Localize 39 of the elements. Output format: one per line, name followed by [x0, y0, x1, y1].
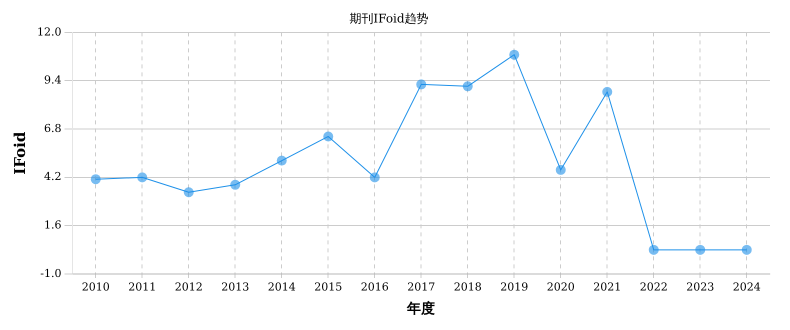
- x-tick-label: 2014: [268, 280, 296, 294]
- point: [648, 244, 659, 255]
- x-tick-label: 2020: [546, 280, 575, 294]
- x-tick-label: 2012: [174, 280, 203, 294]
- point: [556, 164, 566, 175]
- x-tick-label: 2013: [221, 280, 250, 294]
- x-tick-label: 2017: [407, 280, 436, 294]
- x-axis-title: 年度: [406, 300, 436, 318]
- x-tick-label: 2011: [128, 280, 156, 294]
- point: [230, 180, 240, 190]
- point: [276, 156, 287, 166]
- point: [90, 174, 101, 184]
- point: [462, 81, 473, 92]
- x-tick-label: 2024: [732, 280, 761, 294]
- point: [137, 172, 148, 182]
- point: [416, 79, 426, 90]
- x-tick-label: 2023: [686, 280, 714, 294]
- y-tick-label: 4.2: [44, 170, 62, 184]
- point: [184, 187, 194, 198]
- x-tick-label: 2021: [593, 280, 622, 294]
- x-tick-label: 2010: [82, 280, 110, 294]
- y-tick-label: -1.0: [40, 266, 62, 280]
- x-tick-label: 2016: [360, 280, 389, 294]
- y-tick-label: 1.6: [44, 218, 62, 232]
- point: [695, 244, 706, 255]
- x-tick-label: 2018: [454, 280, 482, 294]
- chart-title: 期刊IFoid趋势: [349, 11, 429, 26]
- x-tick-label: 2022: [640, 280, 668, 294]
- x-tick-label: 2019: [500, 280, 528, 294]
- x-tick-label: 2015: [314, 280, 342, 294]
- point: [602, 86, 612, 97]
- y-tick-label: 6.8: [44, 122, 62, 135]
- point: [323, 131, 334, 142]
- point: [742, 244, 752, 255]
- point: [509, 50, 520, 60]
- y-tick-label: 12.0: [36, 25, 62, 38]
- point: [370, 172, 380, 182]
- y-axis-title: IFoid: [10, 131, 29, 175]
- y-tick-label: 9.4: [44, 74, 62, 87]
